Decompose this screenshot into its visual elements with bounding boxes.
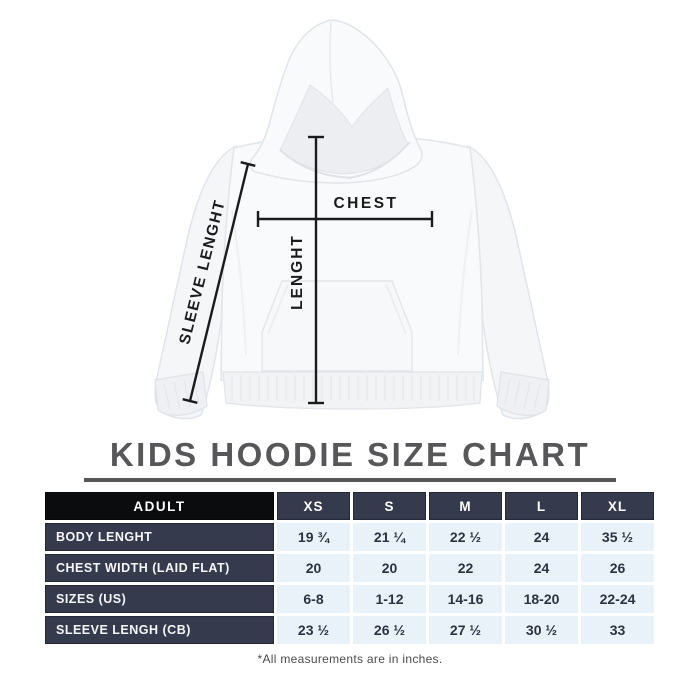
table-header-xs: XS [277, 492, 350, 520]
left-cuff [154, 371, 208, 416]
left-cuff-ribbing [163, 377, 200, 411]
hoodie-hood [249, 19, 423, 184]
sleeve-cap-top [240, 161, 256, 167]
row-label-chest-width: CHEST WIDTH (LAID FLAT) [45, 554, 274, 582]
cell-chest-width-xl: 26 [581, 554, 654, 582]
cell-sizes-us-m: 14-16 [429, 585, 502, 613]
row-label-body-lenght: BODY LENGHT [45, 523, 274, 551]
table-header-adult: ADULT [45, 492, 274, 520]
cell-sizes-us-s: 1-12 [353, 585, 426, 613]
sleeve-line [188, 163, 250, 402]
measurements-footnote: *All measurements are in inches. [257, 652, 443, 666]
kangaroo-pocket [261, 280, 413, 372]
hoodie-illustration: CHEST LENGHT SLEEVE LENGHT [154, 19, 550, 420]
size-table: ADULT XS S M L XL BODY LENGHT 19 ¾ 21 ¼ … [45, 492, 654, 644]
cell-sleeve-lengh-s: 26 ½ [353, 616, 426, 644]
hoodie-body [220, 135, 484, 410]
title-block: KIDS HOODIE SIZE CHART [0, 436, 700, 482]
table-header-m: M [429, 492, 502, 520]
chest-label: CHEST [333, 195, 398, 212]
sleeve-cap-bottom [182, 398, 198, 404]
measurement-lines [182, 135, 434, 405]
page-title: KIDS HOODIE SIZE CHART [109, 436, 591, 473]
cell-body-lenght-m: 22 ½ [429, 523, 502, 551]
cell-sizes-us-xs: 6-8 [277, 585, 350, 613]
cell-body-lenght-s: 21 ¼ [353, 523, 426, 551]
cell-sizes-us-xl: 22-24 [581, 585, 654, 613]
hood-center-seam [329, 21, 334, 103]
hood-opening [279, 84, 409, 175]
table-header-l: L [505, 492, 578, 520]
cell-body-lenght-l: 24 [505, 523, 578, 551]
right-cuff [496, 371, 550, 416]
right-cuff-ribbing [504, 377, 541, 411]
cell-chest-width-l: 24 [505, 554, 578, 582]
hem-ribbing [231, 375, 475, 401]
hoodie-sleeves [154, 144, 550, 420]
hoodie-diagram: CHEST LENGHT SLEEVE LENGHT [154, 19, 550, 420]
hood-collar-left [279, 149, 353, 179]
length-label: LENGHT [289, 234, 306, 310]
pocket-seam-left [267, 283, 289, 335]
cell-sleeve-lengh-xl: 33 [581, 616, 654, 644]
cell-body-lenght-xl: 35 ½ [581, 523, 654, 551]
hem-band [222, 371, 483, 410]
cell-chest-width-s: 20 [353, 554, 426, 582]
row-label-sizes-us: SIZES (US) [45, 585, 274, 613]
cell-body-lenght-xs: 19 ¾ [277, 523, 350, 551]
cell-sleeve-lengh-m: 27 ½ [429, 616, 502, 644]
hood-collar-right [347, 141, 411, 179]
body-fold-right [457, 209, 473, 356]
cell-sleeve-lengh-l: 30 ½ [505, 616, 578, 644]
cell-chest-width-m: 22 [429, 554, 502, 582]
body-fold-left [231, 209, 247, 356]
cell-sleeve-lengh-xs: 23 ½ [277, 616, 350, 644]
cell-chest-width-xs: 20 [277, 554, 350, 582]
title-underline [84, 478, 616, 482]
pocket-seam-right [385, 283, 407, 335]
table-header-s: S [353, 492, 426, 520]
table-header-xl: XL [581, 492, 654, 520]
cell-sizes-us-l: 18-20 [505, 585, 578, 613]
row-label-sleeve-lengh: SLEEVE LENGH (CB) [45, 616, 274, 644]
